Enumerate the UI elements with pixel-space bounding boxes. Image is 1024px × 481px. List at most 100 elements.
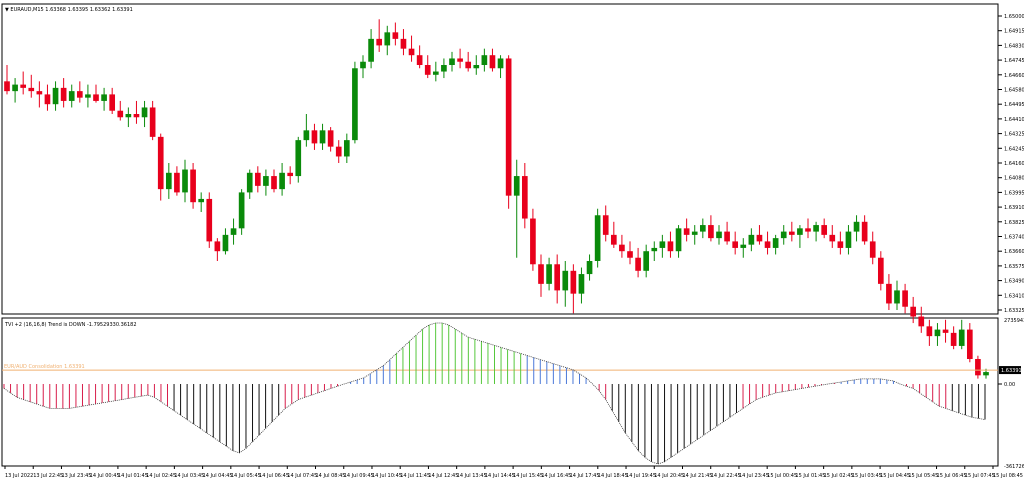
- candle-bear: [788, 231, 795, 235]
- y-tick-label: 1.63910: [1004, 205, 1024, 211]
- y-tick-label: 1.64325: [1004, 132, 1024, 138]
- candle-bear: [708, 225, 714, 239]
- x-tick-label: 15 Jul 01:45: [795, 473, 825, 479]
- candle-bull: [343, 140, 350, 157]
- candle-bull: [182, 169, 188, 193]
- candle-bull: [368, 38, 374, 62]
- x-tick-label: 15 Jul 07:45: [965, 473, 995, 479]
- sub-chart-frame: [1, 317, 999, 467]
- candle-bear: [861, 221, 868, 242]
- candle-bear: [619, 244, 625, 252]
- candle-bear: [109, 94, 116, 111]
- candle-bull: [562, 270, 569, 291]
- x-tick-label: 15 Jul 06:45: [937, 473, 967, 479]
- x-tick-label: 14 Jul 12:45: [428, 473, 458, 479]
- y-tick-label: 1.63490: [1004, 279, 1024, 285]
- x-tick-label: 14 Jul 10:45: [372, 473, 402, 479]
- y-tick-label: 1.64160: [1004, 161, 1024, 167]
- y-tick-label: 1.63325: [1004, 308, 1024, 314]
- x-tick-label: 14 Jul 06:45: [259, 473, 289, 479]
- candle-bull: [797, 228, 803, 235]
- candle-bear: [93, 94, 99, 101]
- x-tick-label: 14 Jul 18:45: [598, 473, 628, 479]
- candle-bull: [740, 244, 747, 248]
- candle-bull: [659, 241, 666, 248]
- candle-bear: [966, 329, 973, 359]
- candle-bull: [125, 114, 132, 118]
- candle-bull: [780, 231, 787, 239]
- candle-bull: [845, 231, 852, 248]
- candle-bull: [238, 192, 245, 229]
- candle-bear: [149, 107, 156, 137]
- candle-bull: [352, 68, 358, 141]
- candle-bull: [303, 130, 310, 141]
- candle-bull: [12, 84, 18, 92]
- candle-bear: [886, 283, 892, 304]
- x-tick-label: 14 Jul 11:45: [400, 473, 430, 479]
- candle-bear: [36, 91, 43, 95]
- candle-bear: [335, 146, 342, 157]
- x-tick-label: 14 Jul 08:45: [316, 473, 346, 479]
- x-tick-label: 14 Jul 14:45: [485, 473, 515, 479]
- x-tick-label: 15 Jul 00:45: [767, 473, 797, 479]
- candle-bear: [910, 306, 917, 317]
- candle-bear: [376, 38, 383, 46]
- x-tick-label: 13 Jul 23:45: [61, 473, 91, 479]
- y-tick-label: 1.63575: [1004, 264, 1024, 270]
- x-tick-label: 14 Jul 02:45: [146, 473, 176, 479]
- indicator-header: TVI +2 (16,16,8) Trend is DOWN -1.795293…: [4, 322, 137, 328]
- candle-bear: [724, 231, 730, 242]
- candle-bull: [360, 61, 366, 69]
- y-tick-label: 1.64580: [1004, 88, 1024, 94]
- candle-bull: [772, 238, 779, 248]
- y-tick-label: 1.64745: [1004, 58, 1024, 64]
- y-tick-label: 1.63660: [1004, 249, 1024, 255]
- candle-bear: [950, 332, 957, 346]
- candle-bull: [441, 65, 447, 72]
- candle-bull: [295, 140, 302, 177]
- candle-bear: [667, 241, 674, 252]
- candle-bull: [384, 32, 391, 46]
- x-tick-label: 14 Jul 01:45: [118, 473, 148, 479]
- candle-bull: [651, 247, 658, 252]
- x-tick-label: 13 Jul 2022: [5, 473, 33, 479]
- candle-bull: [319, 130, 326, 144]
- candle-bull: [473, 65, 480, 69]
- candle-bear: [732, 241, 739, 248]
- x-tick-label: 14 Jul 22:45: [711, 473, 741, 479]
- candle-bull: [279, 172, 285, 190]
- chart-header: ▼ EURAUD,M15 1.63368 1.63395 1.63362 1.6…: [5, 7, 133, 13]
- y-tick-label: 1.64915: [1004, 29, 1024, 35]
- candle-bull: [748, 234, 755, 245]
- current-price-box: [999, 366, 1021, 375]
- candle-bull: [853, 221, 860, 232]
- candle-bear: [756, 234, 763, 242]
- candle-bear: [174, 172, 180, 193]
- current-price-label: 1.63391: [1001, 368, 1022, 374]
- candle-bear: [416, 55, 423, 65]
- x-tick-label: 14 Jul 16:45: [541, 473, 571, 479]
- candle-bear: [521, 176, 528, 219]
- x-tick-label: 14 Jul 20:45: [654, 473, 684, 479]
- candle-bear: [254, 172, 261, 186]
- y-tick-label: 1.64830: [1004, 43, 1024, 49]
- candle-bull: [230, 228, 237, 235]
- candle-bull: [578, 274, 585, 294]
- candle-bull: [894, 290, 900, 304]
- candle-bull: [246, 172, 253, 193]
- x-tick-label: 14 Jul 21:45: [682, 473, 712, 479]
- candle-bear: [764, 241, 771, 248]
- candle-bull: [449, 58, 455, 65]
- candle-bull: [699, 225, 706, 232]
- candle-bear: [570, 270, 577, 294]
- candle-bull: [983, 372, 989, 376]
- x-tick-label: 14 Jul 17:45: [570, 473, 600, 479]
- candle-bear: [918, 316, 925, 327]
- candle-bear: [627, 251, 633, 258]
- candle-bear: [214, 241, 221, 252]
- y-tick-label: 1.63995: [1004, 190, 1024, 196]
- candle-bear: [287, 172, 294, 177]
- candle-bull: [141, 107, 148, 118]
